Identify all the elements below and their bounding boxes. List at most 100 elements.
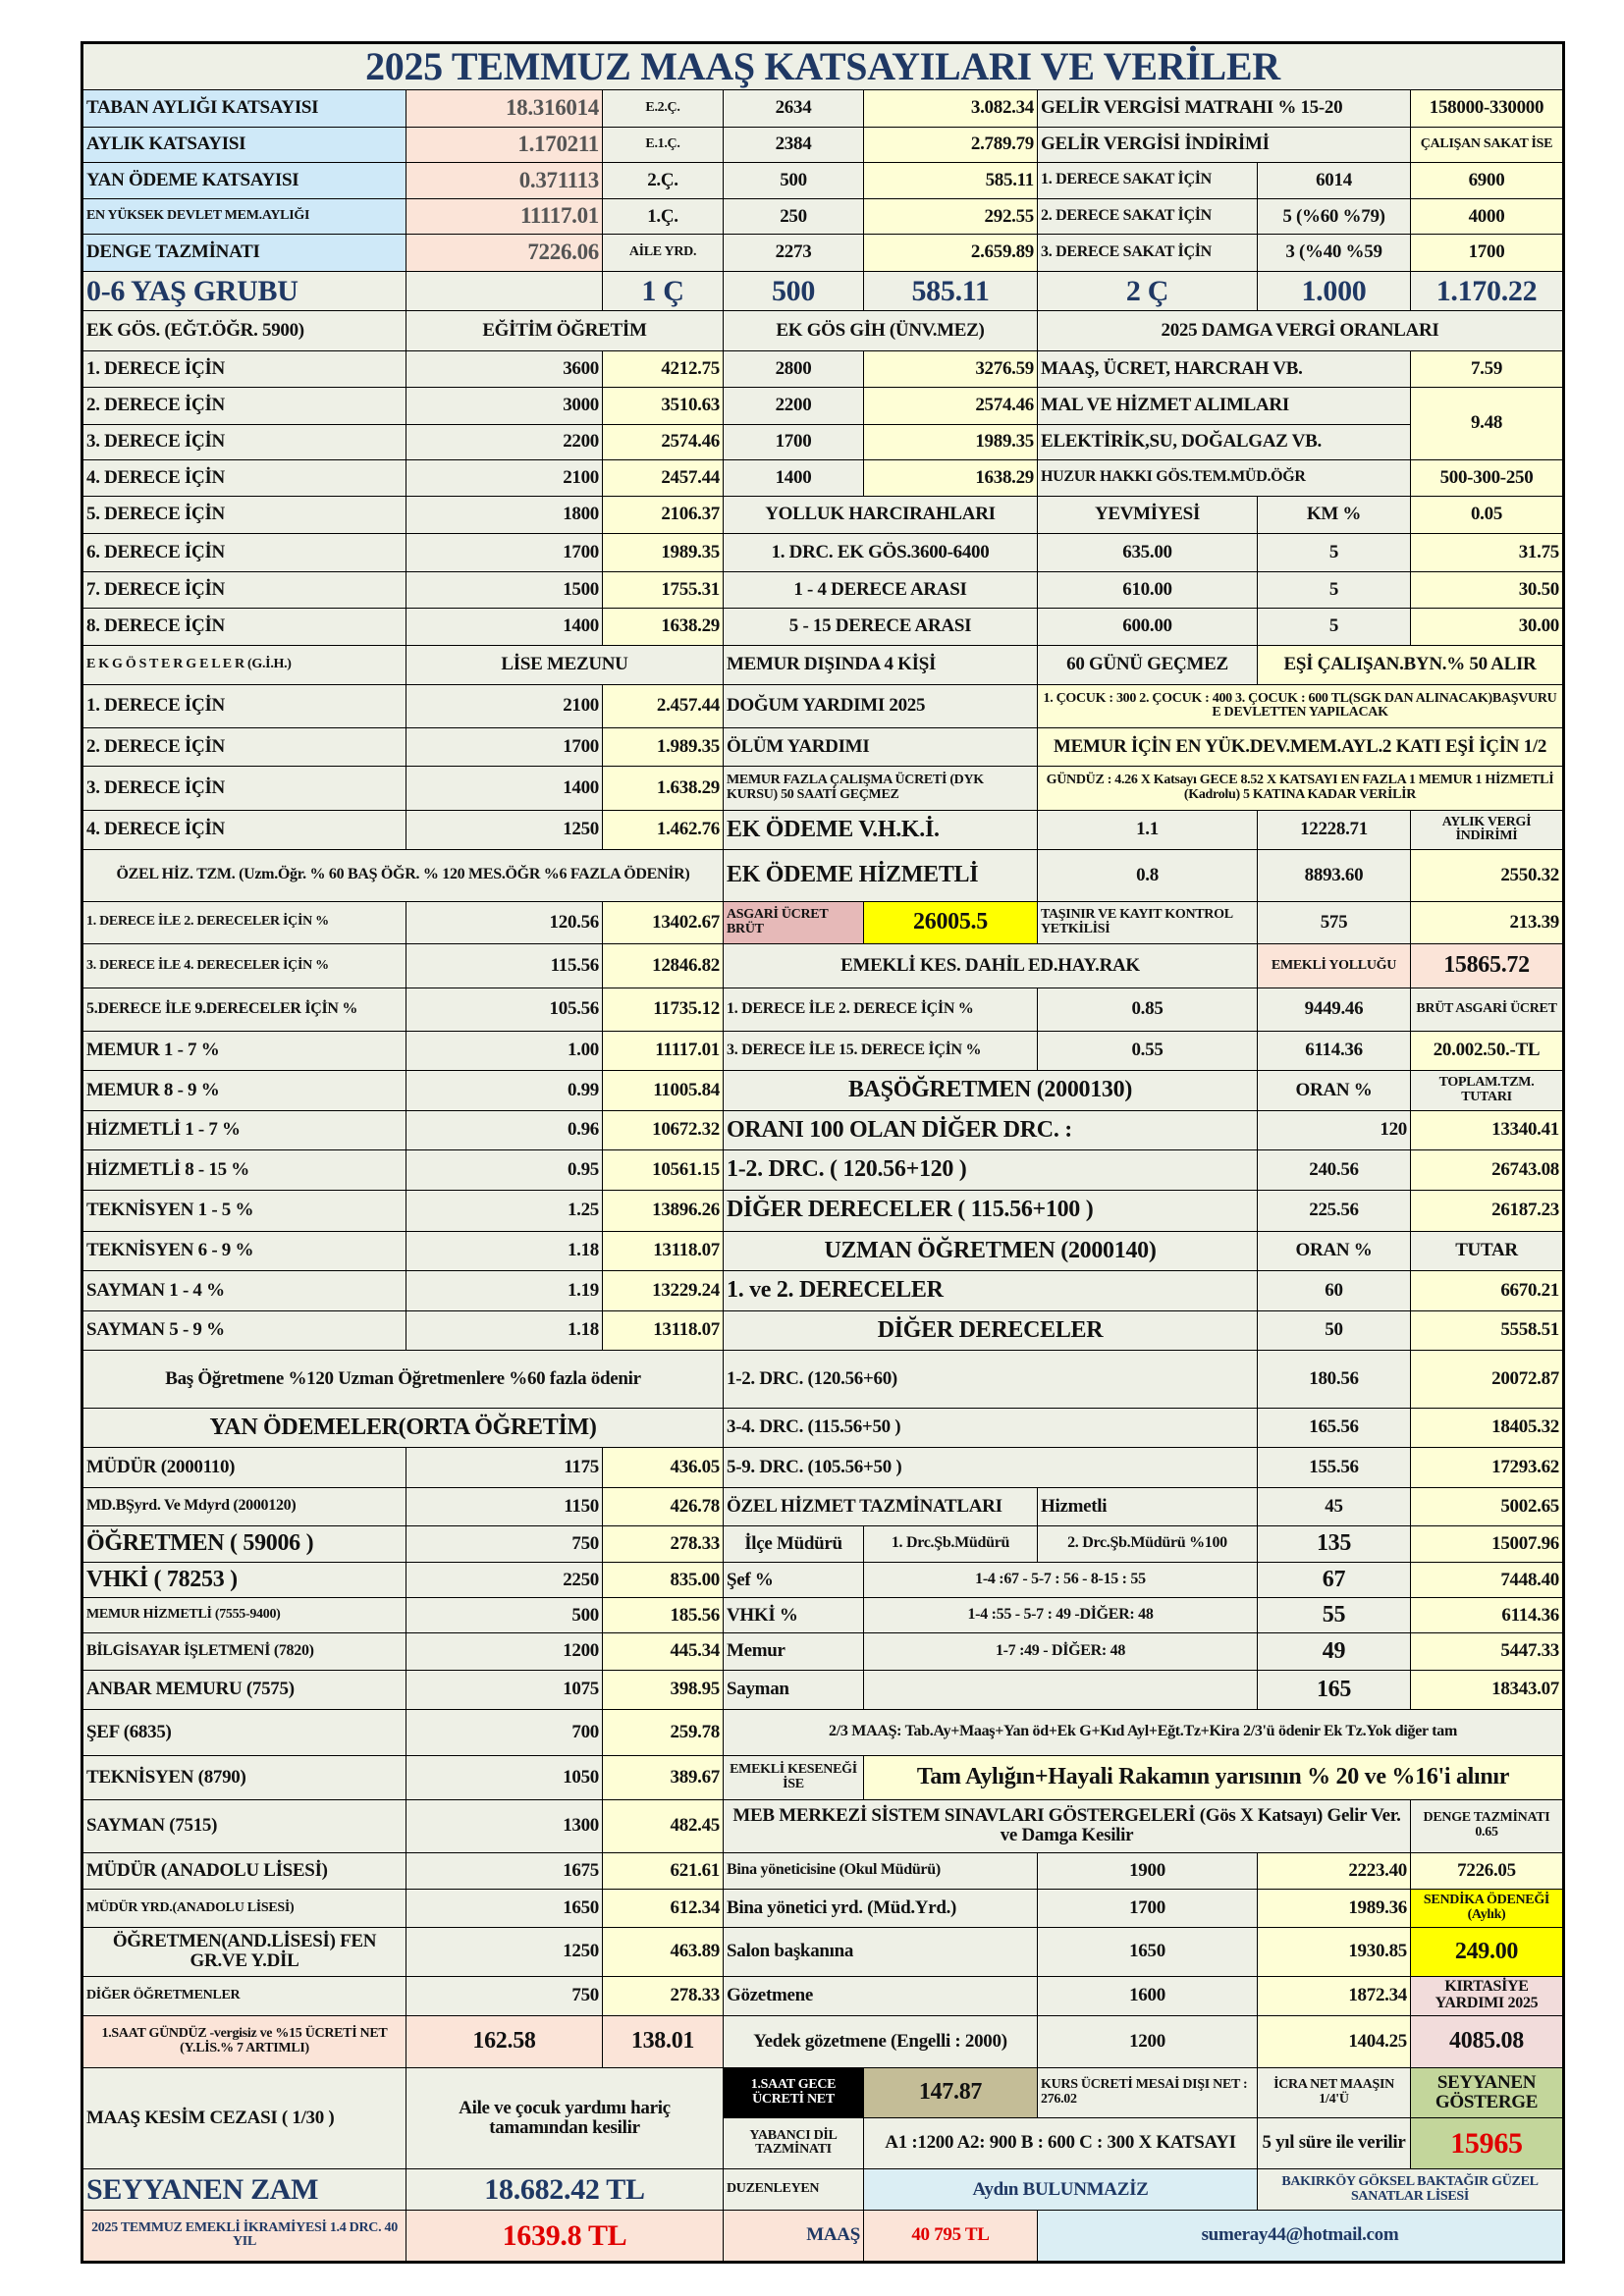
table-cell: 835.00 <box>602 1562 724 1598</box>
sheet-body: 2025 TEMMUZ MAAŞ KATSAYILARI VE VERİLER T… <box>81 42 1564 2263</box>
table-cell: 2.457.44 <box>602 684 724 728</box>
table-row: ÖZEL HİZ. TZM. (Uzm.Öğr. % 60 BAŞ ÖĞR. %… <box>81 849 1564 902</box>
table-cell: 2200 <box>406 423 603 460</box>
table-cell: 292.55 <box>863 198 1038 235</box>
table-cell: 15965 <box>1410 2116 1564 2169</box>
table-cell: 147.87 <box>863 2066 1038 2118</box>
table-cell: 585.11 <box>863 270 1038 311</box>
table-cell: Tam Aylığın+Hayali Rakamın yarısının % 2… <box>863 1754 1564 1800</box>
table-cell: 1. DERECE İÇİN <box>81 684 406 728</box>
table-cell: GÜNDÜZ : 4.26 X Katsayı GECE 8.52 X KATS… <box>1037 765 1564 811</box>
table-cell: 278.33 <box>602 1524 724 1563</box>
table-cell: 610.00 <box>1037 570 1258 609</box>
table-cell: 3-4. DRC. (115.56+50 ) <box>723 1407 1258 1448</box>
table-cell: 1 - 4 DERECE ARASI <box>723 570 1038 609</box>
table-cell: 30.50 <box>1410 570 1564 609</box>
table-cell: 621.61 <box>602 1851 724 1890</box>
table-cell: 2223.40 <box>1257 1851 1411 1890</box>
table-cell: 3600 <box>406 349 603 388</box>
table-cell: 8. DERECE İÇİN <box>81 608 406 646</box>
table-row: MÜDÜR (2000110) 1175 436.05 5-9. DRC. (105.… <box>81 1447 1564 1488</box>
table-row: 2. DERECE İÇİN 3000 3510.63 2200 2574.46 MAL … <box>81 387 1564 460</box>
table-cell: 1200 <box>1037 2015 1258 2068</box>
table-cell: 2574.46 <box>602 423 724 460</box>
table-cell: 500 <box>406 1597 603 1633</box>
salary-coefficients-sheet: 2025 TEMMUZ MAAŞ KATSAYILARI VE VERİLER T… <box>81 41 1565 2264</box>
table-row: SAYMAN 1 - 4 % 1.19 13229.24 1. ve 2. DEREC… <box>81 1270 1564 1311</box>
table-cell: 1400 <box>406 608 603 646</box>
table-cell: 26743.08 <box>1410 1149 1564 1191</box>
table-cell: 4085.08 <box>1410 2015 1564 2068</box>
table-cell: SAYMAN (7515) <box>81 1798 406 1853</box>
table-cell: 1.170.22 <box>1410 270 1564 311</box>
table-cell: 1-2. DRC. ( 120.56+120 ) <box>723 1149 1258 1191</box>
table-cell: 1700 <box>406 726 603 767</box>
table-cell: YAN ÖDEME KATSAYISI <box>81 161 406 199</box>
table-cell: 1.00 <box>406 1030 603 1071</box>
table-row: MÜDÜR YRD.(ANADOLU LİSESİ) 1650 612.34 Bina… <box>81 1889 1564 1928</box>
table-row: ŞEF (6835) 700 259.78 2/3 MAAŞ: Tab.Ay+Maaş… <box>81 1709 1564 1756</box>
table-cell: 1.Ç. <box>602 198 724 235</box>
table-row: DENGE TAZMİNATI 7226.06 AİLE YRD. 2273 2.659… <box>81 234 1564 272</box>
email-link[interactable]: sumeray44@hotmail.com <box>1037 2210 1564 2263</box>
table-cell: BİLGİSAYAR İŞLETMENİ (7820) <box>81 1632 406 1671</box>
table-cell: 2634 <box>723 89 864 128</box>
table-cell: 2025 DAMGA VERGİ ORANLARI <box>1037 310 1564 351</box>
table-cell: 10672.32 <box>602 1109 724 1150</box>
table-cell: 13340.41 <box>1410 1109 1564 1150</box>
table-cell: 389.67 <box>602 1754 724 1800</box>
table-row: 3. DERECE İÇİN 1400 1.638.29 MEMUR FAZLA ÇA… <box>81 765 1564 811</box>
table-cell: 1.989.35 <box>602 726 724 767</box>
table-row: MÜDÜR (ANADOLU LİSESİ) 1675 621.61 Bina yön… <box>81 1851 1564 1890</box>
table-cell: 500 <box>723 270 864 311</box>
table-cell: 5. DERECE İÇİN <box>81 496 406 534</box>
table-cell: 398.95 <box>602 1669 724 1710</box>
table-cell: MAL VE HİZMET ALIMLARI <box>1037 387 1411 425</box>
table-cell: 1900 <box>1037 1851 1258 1890</box>
table-cell: 7226.05 <box>1410 1851 1564 1890</box>
table-cell: ORAN % <box>1257 1230 1411 1271</box>
table-row: MAAŞ KESİM CEZASI ( 1/30 ) Aile ve çocuk … <box>81 2066 1564 2169</box>
table-cell: 1.170211 <box>406 126 603 163</box>
table-cell: Aydın BULUNMAZİZ <box>863 2168 1258 2211</box>
table-cell: 1.19 <box>406 1270 603 1311</box>
table-cell: 138.01 <box>602 2015 724 2068</box>
table-cell: 500 <box>723 161 864 199</box>
table-row: MD.BŞyrd. Ve Mdyrd (2000120) 1150 426.78 ÖZ… <box>81 1486 1564 1526</box>
table-row: E K G Ö S T E R G E L E R (G.İ.H.) LİSE M… <box>81 644 1564 685</box>
table-cell: YOLLUK HARCIRAHLARI <box>723 496 1038 534</box>
table-cell: Hizmetli <box>1037 1486 1258 1526</box>
table-cell: 1. ÇOCUK : 300 2. ÇOCUK : 400 3. ÇOCUK :… <box>1037 684 1564 728</box>
table-cell: SEYYANEN GÖSTERGE <box>1410 2066 1564 2118</box>
table-cell: ÖLÜM YARDIMI <box>723 726 1038 767</box>
table-cell: 6014 <box>1257 161 1411 199</box>
table-cell: 1250 <box>406 1927 603 1977</box>
table-cell: 1-7 :49 - DİĞER: 48 <box>863 1632 1258 1671</box>
table-row: 3. DERECE İLE 4. DERECELER İÇİN % 115.56 1… <box>81 943 1564 988</box>
table-cell: SAYMAN 1 - 4 % <box>81 1270 406 1311</box>
table-cell: ASGARİ ÜCRET BRÜT <box>723 900 864 944</box>
table-cell: E.2.Ç. <box>602 89 724 128</box>
table-cell: MEMUR İÇİN EN YÜK.DEV.MEM.AYL.2 KATI EŞİ… <box>1037 726 1564 767</box>
table-cell: 1. DERECE İÇİN <box>81 349 406 388</box>
table-cell: 3. DERECE İLE 15. DERECE İÇİN % <box>723 1030 1038 1071</box>
table-cell: MAAŞ KESİM CEZASI ( 1/30 ) <box>81 2066 406 2169</box>
table-cell: 4. DERECE İÇİN <box>81 458 406 497</box>
table-cell: TAŞINIR VE KAYIT KONTROL YETKİLİSİ <box>1037 900 1258 944</box>
table-cell: 1.25 <box>406 1189 603 1232</box>
table-cell: 12846.82 <box>602 943 724 988</box>
table-cell: 3510.63 <box>602 387 724 425</box>
table-cell: 1675 <box>406 1851 603 1890</box>
table-cell: 2. Drc.Şb.Müdürü %100 <box>1037 1524 1258 1563</box>
table-cell: EK ÖDEME V.H.K.İ. <box>723 809 1038 850</box>
table-cell: TUTAR <box>1410 1230 1564 1271</box>
table-row: HİZMETLİ 8 - 15 % 0.95 10561.15 1-2. DRC. (… <box>81 1149 1564 1191</box>
table-cell: 45 <box>1257 1486 1411 1526</box>
table-cell: 1-2. DRC. (120.56+60) <box>723 1350 1258 1409</box>
table-cell: 1989.35 <box>863 423 1038 460</box>
table-cell: 1400 <box>723 458 864 497</box>
table-cell: 1638.29 <box>863 458 1038 497</box>
table-cell: Aile ve çocuk yardımı hariç tamamından k… <box>406 2066 724 2169</box>
table-cell: 436.05 <box>602 1447 724 1488</box>
table-cell: 1050 <box>406 1754 603 1800</box>
